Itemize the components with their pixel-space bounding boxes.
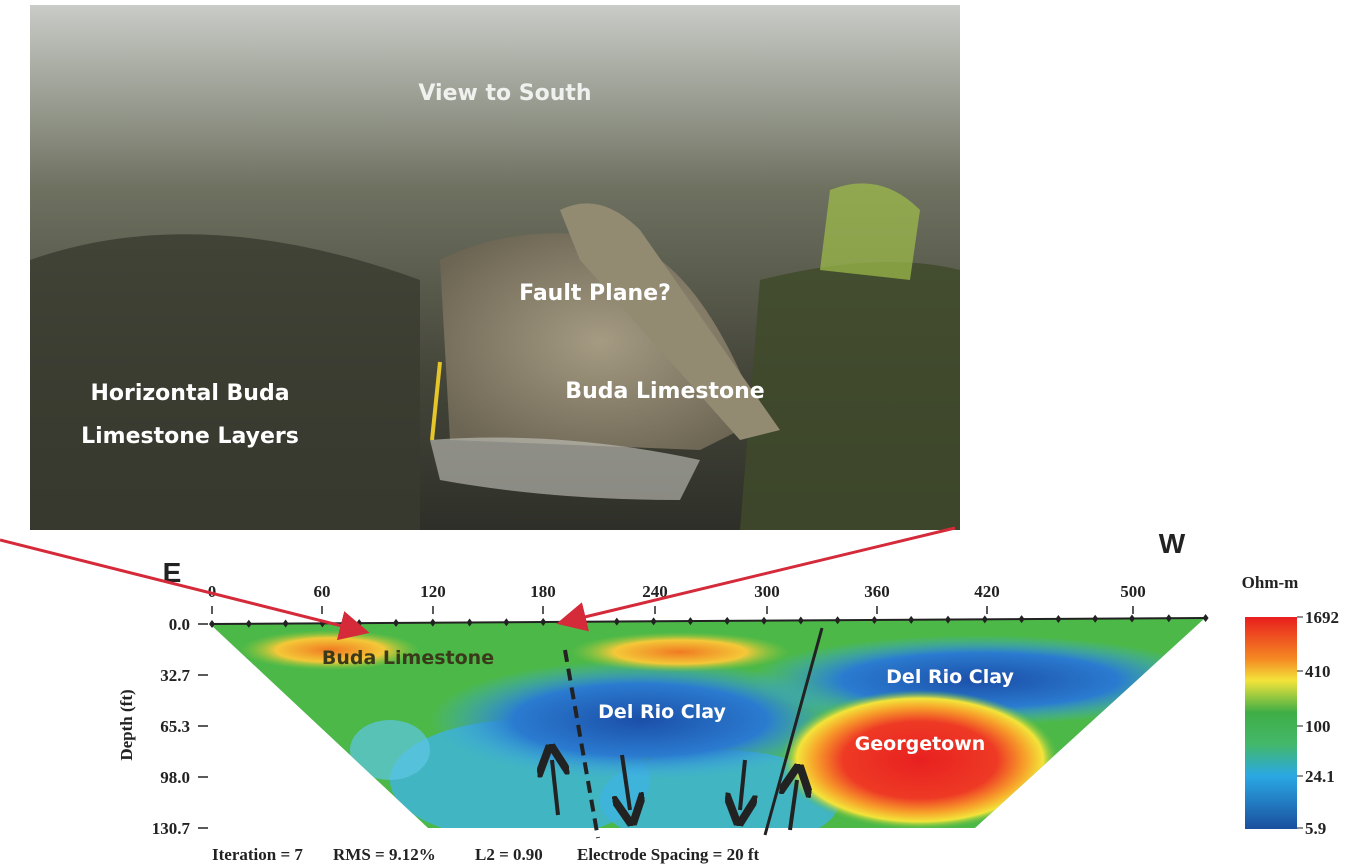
colorbar-unit: Ohm-m — [1242, 573, 1299, 592]
y-tick-label: 98.0 — [160, 768, 190, 787]
electrode — [209, 620, 215, 628]
colorbar-ticks: 1692 410 100 24.1 5.9 — [1297, 608, 1339, 838]
photo-label: Fault Plane? — [519, 281, 671, 306]
x-tick-label: 0 — [208, 582, 217, 601]
photo-label: Limestone Layers — [81, 424, 299, 449]
electrode — [1055, 614, 1062, 623]
electrode — [1018, 615, 1025, 624]
region-label: Georgetown — [855, 733, 986, 755]
electrode — [797, 616, 804, 625]
electrode — [1165, 614, 1172, 623]
electrode — [1202, 614, 1209, 623]
electrode — [540, 618, 547, 627]
motion-arrow — [790, 780, 797, 831]
electrode — [834, 616, 841, 625]
electrode — [908, 615, 915, 624]
electrode — [650, 617, 657, 626]
x-tick-label: 360 — [864, 582, 890, 601]
x-tick-label: 500 — [1120, 582, 1146, 601]
direction-label: E — [163, 557, 182, 588]
photo: View to South Fault Plane? Buda Limeston… — [30, 5, 960, 530]
footer-text: RMS = 9.12% — [333, 845, 436, 864]
photo-label: Buda Limestone — [565, 379, 764, 404]
y-tick-label: 65.3 — [160, 717, 190, 736]
x-tick-label: 300 — [754, 582, 780, 601]
region-label: Buda Limestone — [322, 647, 494, 669]
electrode — [393, 618, 399, 627]
y-tick-label: 130.7 — [152, 819, 191, 838]
x-tick-label: 60 — [314, 582, 331, 601]
anomaly — [780, 690, 1060, 828]
electrode — [761, 616, 767, 625]
footer-text: L2 = 0.90 — [475, 845, 543, 864]
colorbar-tick-label: 24.1 — [1305, 767, 1335, 786]
footer-text: Electrode Spacing = 20 ft — [577, 845, 760, 864]
colorbar-tick-label: 100 — [1305, 717, 1331, 736]
scale-rod — [430, 361, 442, 441]
footer-text: Iteration = 7 — [212, 845, 303, 864]
fault-line — [763, 627, 824, 836]
motion-arrow — [740, 759, 745, 810]
anomaly — [350, 720, 430, 780]
foliage — [820, 183, 920, 280]
x-tick-label: 240 — [642, 582, 668, 601]
region-label: Del Rio Clay — [598, 701, 726, 723]
y-ticks: 0.0 32.7 65.3 98.0 130.7 — [152, 615, 208, 838]
x-ticks: 0 60 120 180 240 300 360 420 500 — [208, 582, 1146, 614]
electrode — [687, 617, 694, 626]
anomaly — [240, 630, 420, 670]
region-label: Del Rio Clay — [886, 666, 1014, 688]
section: Buda Limestone Del Rio Clay Del Rio Clay… — [117, 528, 1339, 864]
colorbar-tick-label: 1692 — [1305, 608, 1339, 627]
electrode — [466, 618, 473, 627]
colorbar — [1245, 617, 1297, 829]
electrode — [945, 615, 951, 624]
pointer-arrow — [556, 526, 956, 632]
colorbar-tick-label: 410 — [1305, 662, 1331, 681]
anomaly — [570, 632, 790, 672]
electrode — [282, 619, 289, 628]
electrode — [429, 618, 436, 627]
electrode — [245, 619, 252, 628]
motion-arrow — [622, 754, 630, 810]
x-tick-label: 180 — [530, 582, 556, 601]
electrodes — [209, 614, 1209, 628]
electrode — [871, 616, 878, 625]
surface-line — [209, 617, 1206, 625]
fault-line — [563, 649, 600, 839]
electrode — [724, 616, 731, 625]
electrode — [981, 615, 988, 624]
fault-slab — [560, 203, 780, 440]
motion-arrow — [552, 760, 558, 816]
x-tick-label: 120 — [420, 582, 446, 601]
photo-label: View to South — [418, 81, 591, 106]
electrode — [503, 618, 510, 627]
axis-label: Depth (ft) — [117, 689, 136, 760]
ground — [430, 437, 700, 500]
colorbar-tick-label: 5.9 — [1305, 819, 1326, 838]
electrode — [1129, 614, 1135, 623]
electrode — [1092, 614, 1099, 623]
shrub — [740, 262, 960, 530]
photo-label: Horizontal Buda — [90, 381, 289, 406]
x-tick-label: 420 — [974, 582, 1000, 601]
pointer-arrow — [0, 538, 370, 641]
y-tick-label: 32.7 — [160, 666, 190, 685]
shrub — [30, 234, 420, 530]
y-tick-label: 0.0 — [169, 615, 190, 634]
direction-label: W — [1159, 528, 1186, 559]
electrode — [613, 617, 620, 626]
